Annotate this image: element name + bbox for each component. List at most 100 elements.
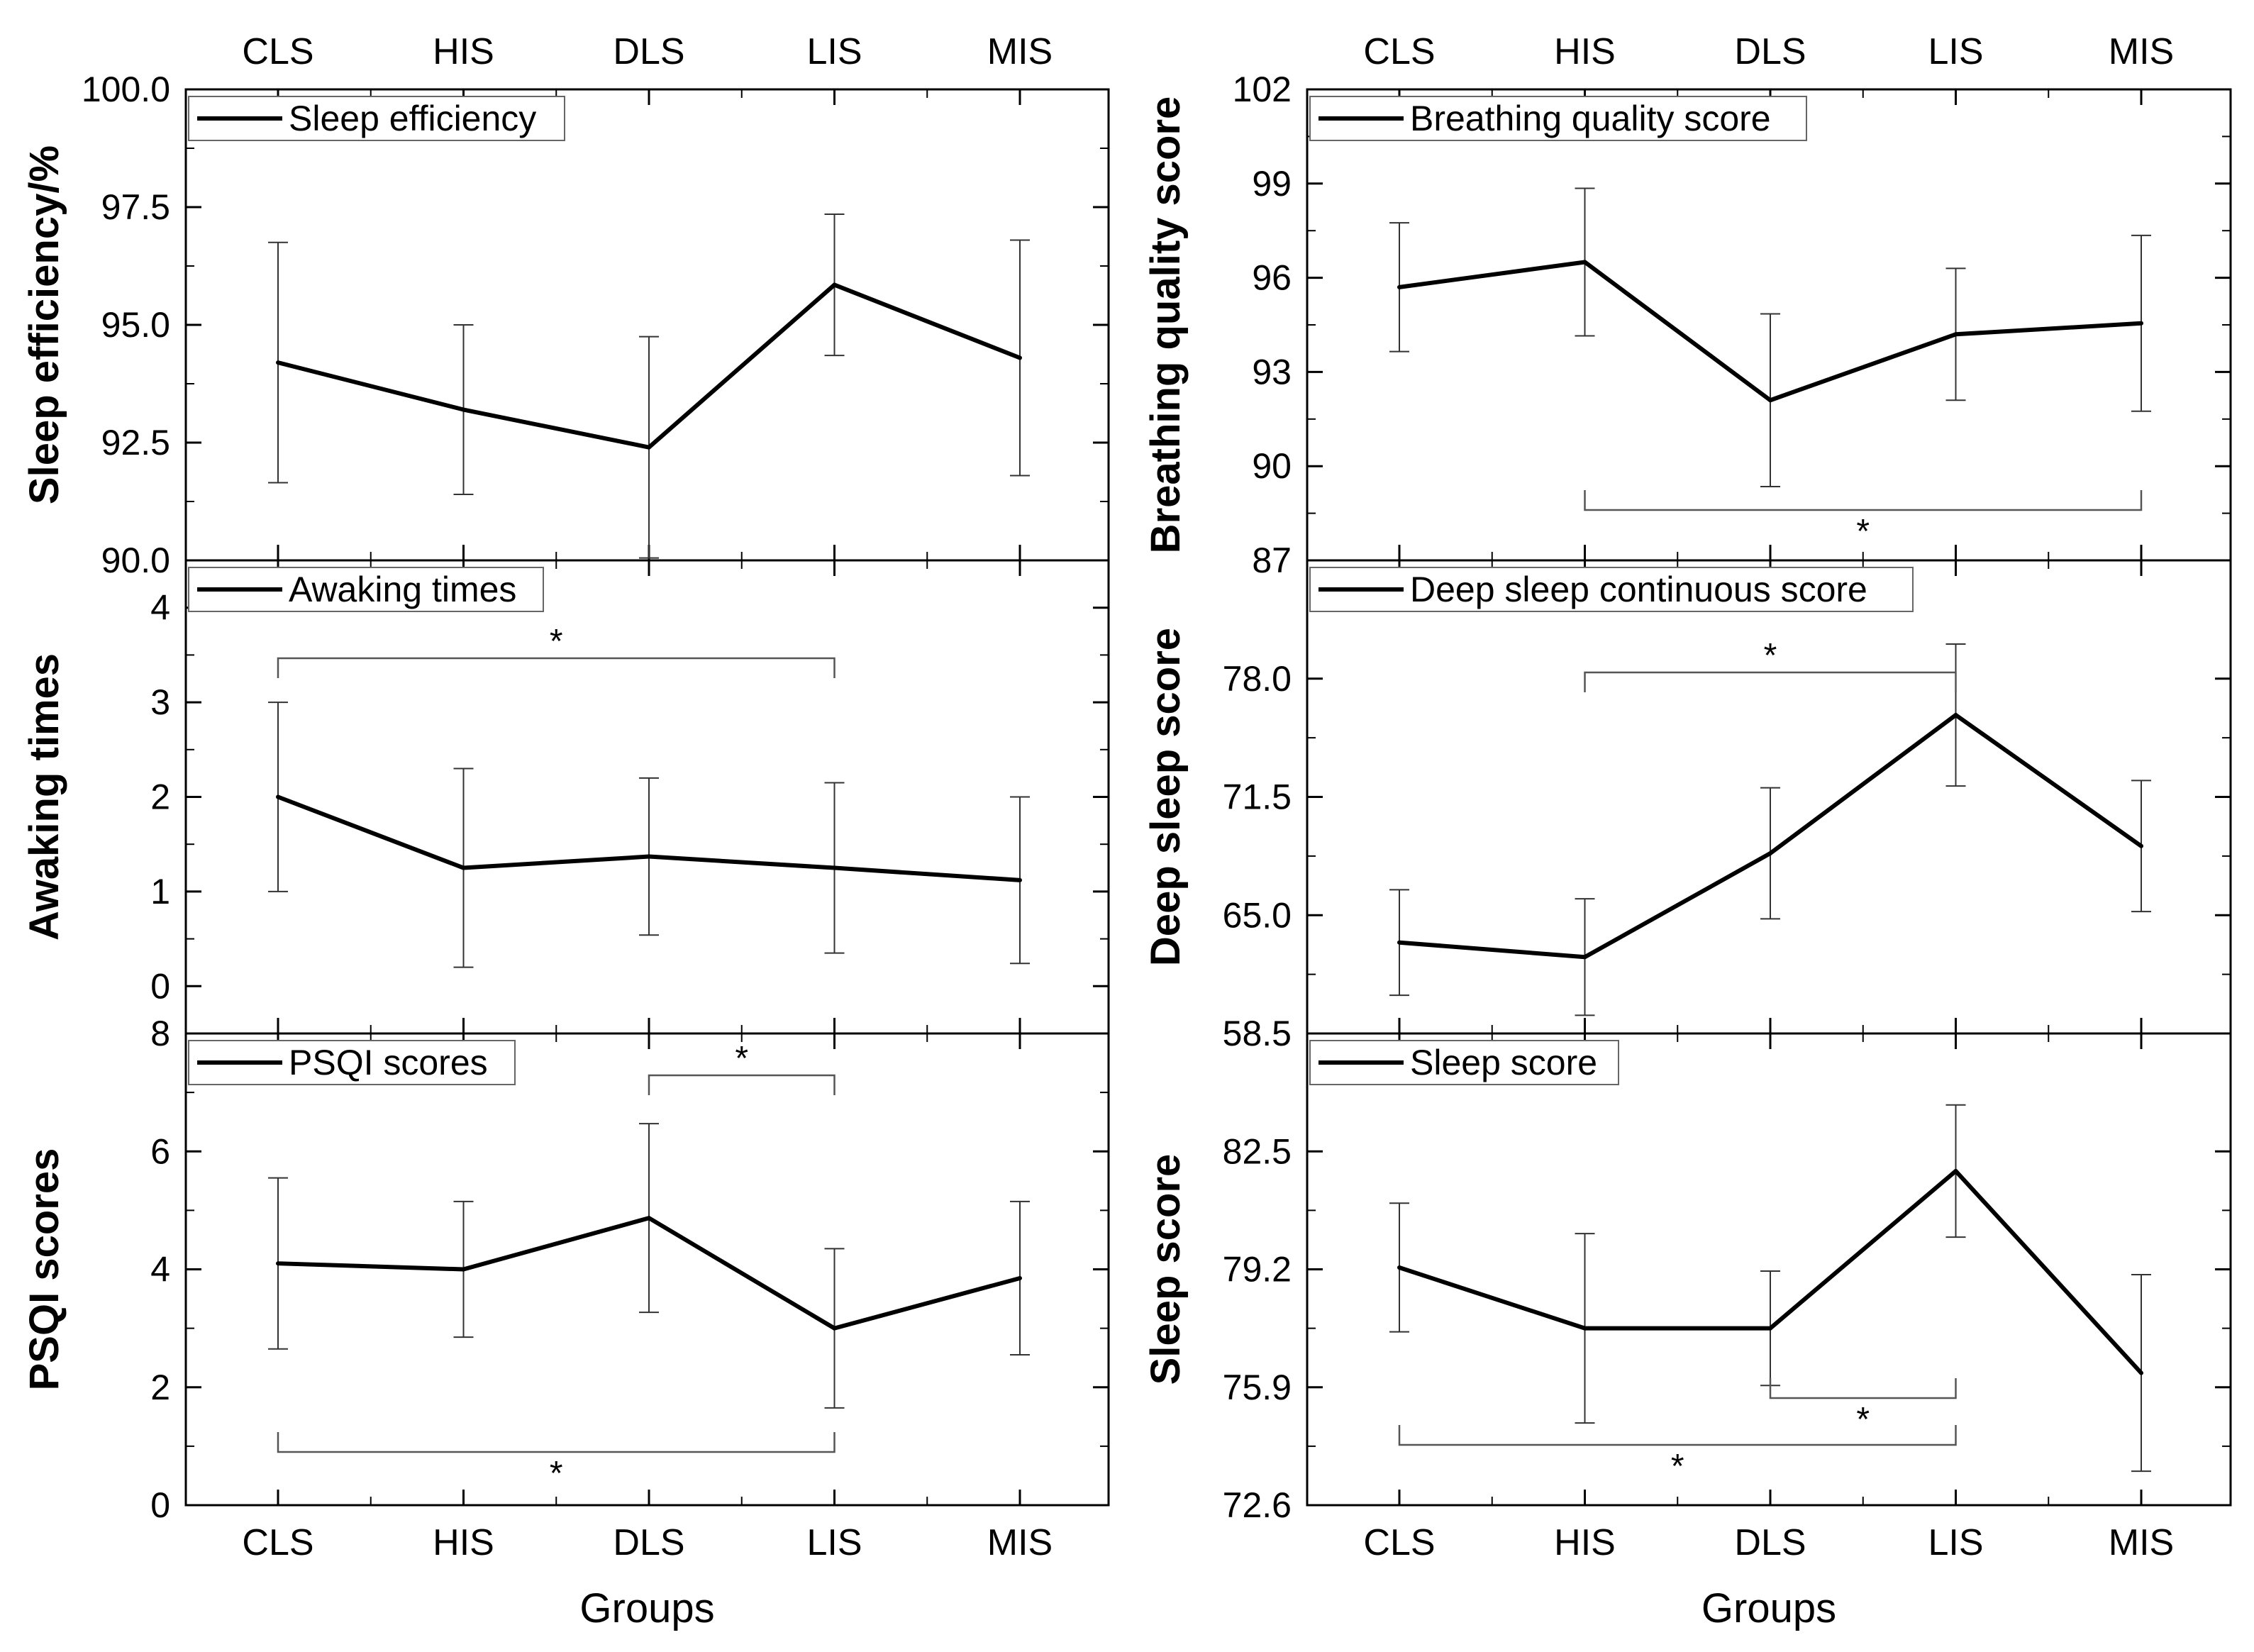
panel-awaking-times: 0 1 2 3 4 Awaking times Awaking times * xyxy=(21,559,1110,1035)
legend-label: Awaking times xyxy=(289,570,516,609)
x-tick-label-lis: LIS xyxy=(1928,1522,1983,1563)
significance-bracket xyxy=(1584,671,1957,692)
data-point-lis xyxy=(1953,1168,1958,1173)
data-point-mis xyxy=(1018,877,1022,882)
top-group-label-dls: DLS xyxy=(613,31,684,72)
data-point-cls xyxy=(276,1261,280,1266)
data-point-his xyxy=(1582,955,1587,960)
top-group-label-lis: LIS xyxy=(1928,31,1983,72)
top-group-label-his: HIS xyxy=(433,31,494,72)
y-axis-title: Sleep efficiency/% xyxy=(21,145,67,504)
y-tick-label: 4 xyxy=(150,588,170,628)
significance-bracket xyxy=(1584,490,2143,511)
y-tick-label: 100.0 xyxy=(82,70,170,109)
panel-psqi-scores: 0 2 4 6 8 PSQI scores PSQI scores * * CLS HIS DLS LI… xyxy=(21,1014,1110,1631)
y-tick-label: 90 xyxy=(1252,446,1292,486)
y-axis-title: Deep sleep score xyxy=(1143,628,1189,966)
x-axis-title: Groups xyxy=(1701,1585,1836,1631)
y-tick-label: 97.5 xyxy=(101,187,170,227)
x-tick-label-dls: DLS xyxy=(613,1522,684,1563)
data-point-his xyxy=(1582,260,1587,265)
significance-bracket xyxy=(1769,1378,1957,1399)
significance-star: * xyxy=(1671,1448,1684,1485)
y-tick-label: 78.0 xyxy=(1223,659,1292,699)
x-axis-title: Groups xyxy=(579,1585,714,1631)
y-tick-label: 2 xyxy=(150,1368,170,1407)
data-point-cls xyxy=(1397,284,1401,289)
data-point-mis xyxy=(2139,843,2143,848)
significance-star: * xyxy=(1856,1401,1870,1438)
y-tick-label: 96 xyxy=(1252,258,1292,298)
y-tick-label: 71.5 xyxy=(1223,777,1292,817)
significance-bracket xyxy=(277,657,835,678)
legend-label: PSQI scores xyxy=(289,1043,488,1082)
data-point-mis xyxy=(1018,1275,1022,1280)
data-point-his xyxy=(1582,1326,1587,1331)
plot-frame xyxy=(184,88,1110,562)
data-point-cls xyxy=(1397,940,1401,945)
data-point-lis xyxy=(1953,713,1958,718)
data-point-lis xyxy=(832,282,837,287)
data-point-mis xyxy=(2139,321,2143,326)
top-group-label-mis: MIS xyxy=(2109,31,2174,72)
data-point-mis xyxy=(2139,1370,2143,1375)
y-tick-label: 72.6 xyxy=(1223,1485,1292,1525)
data-point-cls xyxy=(1397,1265,1401,1270)
significance-bracket xyxy=(277,1432,835,1453)
data-point-cls xyxy=(276,360,280,365)
data-point-dls xyxy=(1768,398,1772,403)
data-point-dls xyxy=(1768,851,1772,856)
legend-label: Sleep efficiency xyxy=(289,99,536,138)
panel-deep-sleep: 58.5 65.0 71.5 78.0 Deep sleep score Deep sle… xyxy=(1143,559,2232,1053)
y-tick-label: 3 xyxy=(150,682,170,722)
y-axis-title: Sleep score xyxy=(1143,1154,1189,1385)
y-tick-label: 4 xyxy=(150,1250,170,1290)
x-tick-label-mis: MIS xyxy=(2109,1522,2174,1563)
y-tick-label: 0 xyxy=(150,1485,170,1525)
y-tick-label: 102 xyxy=(1233,70,1292,109)
top-group-label-cls: CLS xyxy=(242,31,313,72)
data-point-dls xyxy=(647,445,651,450)
right-panel-column: 87 90 93 96 99 102 Breathing quality score Brea… xyxy=(1143,31,2232,1631)
legend-label: Sleep score xyxy=(1410,1043,1597,1082)
plot-frame xyxy=(1306,559,2232,1035)
significance-star: * xyxy=(550,1455,563,1492)
y-tick-label: 58.5 xyxy=(1223,1014,1292,1053)
top-group-label-cls: CLS xyxy=(1363,31,1435,72)
data-point-his xyxy=(461,407,466,412)
x-tick-label-cls: CLS xyxy=(1363,1522,1435,1563)
x-tick-label-his: HIS xyxy=(1554,1522,1616,1563)
panel-sleep-score: 72.6 75.9 79.2 82.5 Sleep score Sleep score * *… xyxy=(1143,1032,2232,1631)
data-point-mis xyxy=(1018,355,1022,360)
y-tick-label: 92.5 xyxy=(101,423,170,462)
y-tick-label: 79.2 xyxy=(1223,1250,1292,1290)
data-point-dls xyxy=(647,1216,651,1221)
y-tick-label: 90.0 xyxy=(101,540,170,580)
top-group-label-lis: LIS xyxy=(806,31,862,72)
y-tick-label: 75.9 xyxy=(1223,1368,1292,1407)
panel-sleep-efficiency: 90.0 92.5 95.0 97.5 100.0 Sleep efficiency/% S… xyxy=(21,31,1110,580)
significance-star: * xyxy=(1764,637,1777,675)
plot-frame xyxy=(184,1032,1110,1507)
data-point-his xyxy=(461,865,466,870)
y-tick-label: 1 xyxy=(150,872,170,911)
y-axis-title: Breathing quality score xyxy=(1143,96,1189,554)
plot-frame xyxy=(184,559,1110,1035)
legend-box xyxy=(1309,567,1914,612)
x-tick-label-his: HIS xyxy=(433,1522,494,1563)
data-point-lis xyxy=(832,865,837,870)
top-group-label-mis: MIS xyxy=(987,31,1053,72)
y-tick-label: 87 xyxy=(1252,540,1292,580)
y-axis-title: Awaking times xyxy=(21,653,67,941)
y-tick-label: 95.0 xyxy=(101,305,170,345)
significance-star: * xyxy=(1856,513,1870,550)
x-tick-label-cls: CLS xyxy=(242,1522,313,1563)
plot-frame xyxy=(1306,1032,2232,1507)
y-tick-label: 99 xyxy=(1252,164,1292,204)
x-tick-label-mis: MIS xyxy=(987,1522,1053,1563)
data-point-dls xyxy=(647,854,651,859)
data-point-his xyxy=(461,1267,466,1272)
y-axis-title: PSQI scores xyxy=(21,1148,67,1391)
y-tick-label: 82.5 xyxy=(1223,1131,1292,1171)
